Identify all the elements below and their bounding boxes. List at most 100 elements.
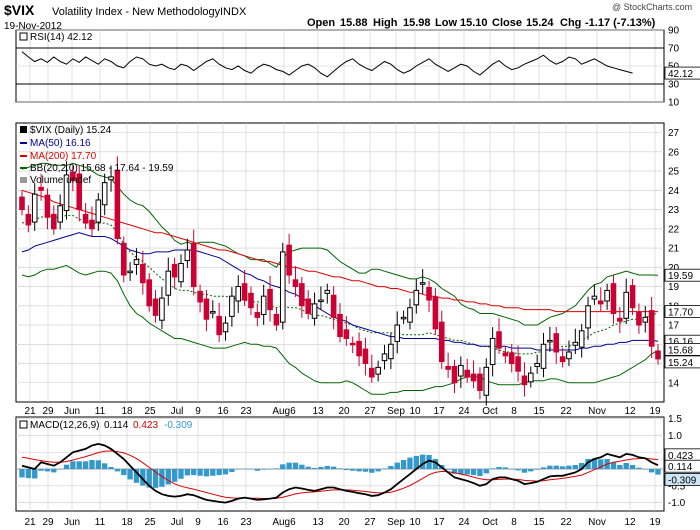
macd-histogram-bar: [470, 469, 477, 476]
candle-body: [31, 193, 38, 223]
candle-body: [235, 286, 242, 302]
x-tick-label: 9: [195, 406, 201, 417]
macd-histogram-bar: [127, 469, 133, 480]
x-tick-label: 22: [560, 517, 572, 528]
candle-body: [190, 242, 197, 288]
candle-body: [299, 283, 305, 307]
open-label: Open: [307, 17, 335, 29]
macd-histogram-bar: [598, 459, 604, 470]
x-tick-label: 8: [511, 517, 517, 528]
legend-volume: Volume undef: [30, 175, 91, 186]
candle-body: [305, 298, 311, 314]
macd-tick-label: 1.5: [668, 414, 682, 425]
candle-body: [375, 366, 381, 375]
x-tick-label: 18: [121, 517, 133, 528]
x-tick-label: 22: [560, 406, 572, 417]
price-tick-label: 22: [668, 224, 680, 235]
x-tick-label: 8: [511, 406, 517, 417]
candle-body: [426, 287, 432, 301]
price-tick-label: 26: [668, 147, 680, 158]
macd-series: [16, 442, 664, 504]
macd-histogram-bar: [171, 469, 178, 482]
low-label: Low: [435, 17, 457, 29]
macd-histogram-bar: [483, 469, 489, 474]
candle-body: [445, 365, 451, 370]
candle-body: [210, 311, 216, 314]
macd-histogram-bar: [515, 469, 521, 471]
price-tick-label: 21: [668, 244, 680, 255]
candle-body: [629, 285, 636, 309]
macd-histogram-bar: [369, 469, 375, 473]
macd-histogram-bar: [184, 469, 191, 476]
candle-body: [559, 356, 566, 363]
legend-price: $VIX (Daily) 15.24: [30, 125, 112, 136]
macd-histogram-bar: [146, 469, 152, 488]
macd-histogram-bar: [337, 468, 343, 470]
candle-body: [623, 291, 629, 319]
macd-histogram-bar: [451, 469, 458, 474]
candle-body: [597, 300, 604, 305]
macd-value-tag: 0.114: [668, 462, 693, 473]
macd-histogram-bar: [311, 468, 318, 470]
close-label: Close: [492, 17, 522, 29]
macd-histogram-bar: [292, 462, 299, 470]
macd-histogram-bar: [617, 465, 623, 470]
candle-body: [381, 353, 388, 362]
candle-body: [515, 356, 521, 372]
candle-body: [89, 219, 95, 230]
macd-histogram-bar: [324, 466, 330, 470]
macd-histogram-bar: [553, 465, 559, 470]
macd-histogram-bar: [445, 469, 451, 470]
candle-body: [400, 316, 407, 320]
macd-histogram-bar: [286, 462, 292, 470]
macd-histogram-bar: [566, 465, 572, 470]
watermark: @ StockCharts.com: [612, 2, 692, 12]
macd-histogram-bar: [70, 461, 76, 470]
macd-histogram-bar: [121, 469, 127, 476]
bb-lower-line: [21, 264, 659, 395]
candle-body: [528, 372, 534, 383]
x-tick-label: 19: [649, 406, 661, 417]
macd-legend: MACD(12,26,9) 0.114 0.423 -0.309: [19, 420, 193, 431]
candle-body: [458, 364, 464, 377]
candle-body: [38, 186, 44, 191]
macd-tick-label: 1.0: [668, 431, 682, 442]
x-tick-label: Jun: [64, 517, 80, 528]
x-tick-label: Jul: [171, 406, 184, 417]
x-tick-label: 20: [338, 517, 350, 528]
macd-panel: [15, 416, 665, 512]
macd-histogram-bar: [63, 464, 70, 470]
macd-histogram-bar: [280, 464, 286, 470]
x-tick-label: Sep: [387, 406, 405, 417]
macd-histogram-bar: [394, 462, 400, 470]
candle-body: [369, 367, 375, 378]
candle-body: [229, 295, 235, 317]
candle-body: [44, 194, 51, 218]
candle-body: [82, 213, 89, 224]
price-tick-label: 24: [668, 186, 680, 197]
macd-histogram-bar: [108, 467, 114, 470]
rsi-legend-text: RSI(14) 42.12: [30, 32, 93, 43]
macd-histogram-bar: [19, 469, 25, 478]
candle-body: [349, 342, 356, 346]
candle-body: [133, 259, 140, 265]
candle-body: [95, 199, 102, 223]
price-tick-label: 27: [668, 128, 680, 139]
candle-body: [464, 369, 470, 378]
macd-histogram-bar: [305, 466, 311, 470]
price-value-tag: 15.24: [668, 358, 693, 369]
price-tick-label: 20: [668, 263, 680, 274]
candle-body: [114, 169, 121, 239]
macd-histogram-bar: [496, 467, 502, 470]
x-tick-label: 17: [433, 517, 445, 528]
macd-histogram-bar: [216, 469, 222, 476]
macd-histogram-bar: [407, 457, 413, 470]
macd-histogram-bar: [534, 469, 540, 470]
candle-body: [159, 297, 165, 321]
macd-histogram-bar: [152, 469, 159, 488]
macd-legend-name: MACD(12,26,9): [30, 420, 99, 431]
macd-histogram-bar: [57, 469, 63, 470]
candle-body: [394, 324, 401, 342]
macd-histogram-bar: [413, 455, 419, 470]
